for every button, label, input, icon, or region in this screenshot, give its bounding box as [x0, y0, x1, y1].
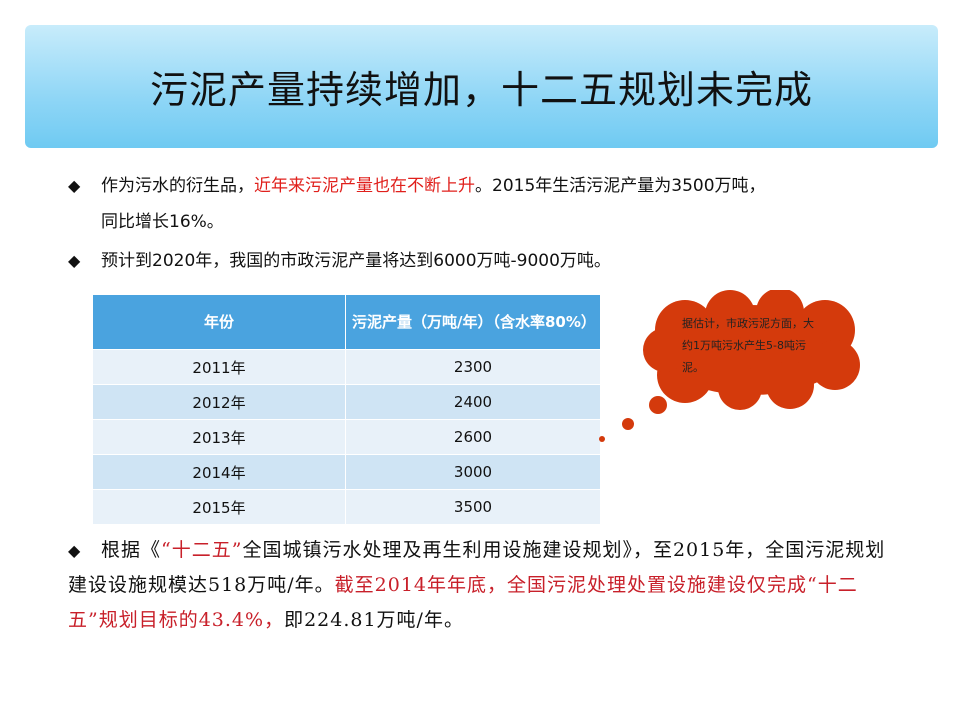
bullet-1: ◆ 作为污水的衍生品，近年来污泥产量也在不断上升。2015年生活污泥产量为350… [68, 168, 928, 240]
text: 即224.81万吨/年。 [284, 609, 464, 631]
text: 同比增长16%。 [101, 212, 224, 232]
cell: 2300 [345, 349, 601, 385]
text: 作为污水的衍生品， [101, 176, 254, 196]
text: 预计到2020年，我国的市政污泥产量将达到6000万吨-9000万吨。 [101, 251, 611, 271]
cell: 2400 [345, 384, 601, 420]
cell: 2013年 [93, 419, 346, 455]
diamond-bullet-icon: ◆ [68, 251, 81, 270]
sludge-table: 年份 污泥产量（万吨/年）（含水率80%） 2011年 2300 2012年 2400… [93, 295, 601, 524]
callout-text: 据估计，市政污泥方面，大约1万吨污水产生5-8吨污泥。 [682, 317, 814, 374]
cell: 2011年 [93, 349, 346, 385]
cell: 3500 [345, 489, 601, 524]
thought-cloud-icon [643, 290, 860, 410]
bullet-3: ◆ 根据《“十二五”全国城镇污水处理及再生利用设施建设规划》，至2015年，全国… [68, 533, 898, 638]
slide-title: 污泥产量持续增加，十二五规划未完成 [149, 68, 813, 112]
cell: 3000 [345, 454, 601, 490]
table-row: 2014年 3000 [93, 454, 601, 490]
cell: 2015年 [93, 489, 346, 524]
table-row: 2015年 3500 [93, 489, 601, 524]
cell: 2012年 [93, 384, 346, 420]
highlight-text: 近年来污泥产量也在不断上升 [254, 176, 475, 196]
thought-dots-icon [599, 396, 667, 442]
header-output: 污泥产量（万吨/年）（含水率80%） [345, 295, 601, 350]
table-row: 2013年 2600 [93, 419, 601, 455]
title-bar: 污泥产量持续增加，十二五规划未完成 [25, 25, 938, 148]
text: 根据《 [101, 539, 162, 561]
header-year: 年份 [93, 295, 346, 350]
cell: 2600 [345, 419, 601, 455]
table-row: 2012年 2400 [93, 384, 601, 420]
text: 。2015年生活污泥产量为3500万吨， [475, 176, 766, 196]
highlight-text: 截至2014年年底，全国污泥处理处置设施建设仅完成“十二五”规划目标的43.4%… [68, 574, 858, 631]
table-row: 2011年 2300 [93, 349, 601, 385]
highlight-text: “十二五” [161, 539, 243, 561]
diamond-bullet-icon: ◆ [68, 176, 81, 195]
cell: 2014年 [93, 454, 346, 490]
bullet-2: ◆ 预计到2020年，我国的市政污泥产量将达到6000万吨-9000万吨。 [68, 243, 611, 279]
diamond-bullet-icon: ◆ [68, 541, 81, 560]
text: 全国城镇污水处理及再生利用设施建设规划》，至2015年，全国污泥规划建设设施规模… [68, 539, 886, 596]
